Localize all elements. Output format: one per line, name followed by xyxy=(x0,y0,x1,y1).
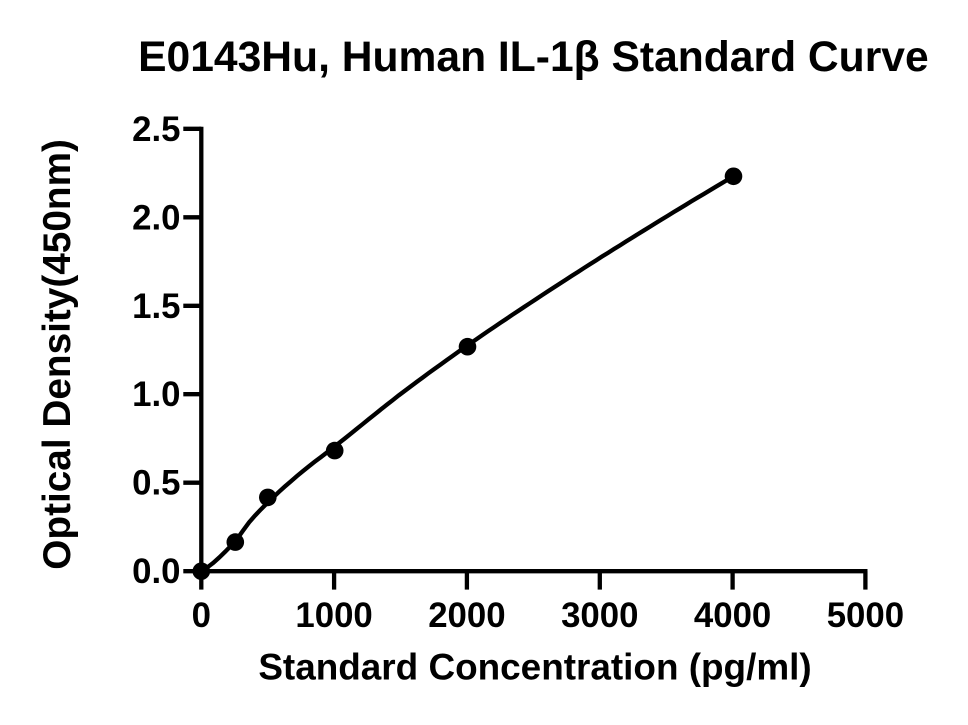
svg-text:0.0: 0.0 xyxy=(132,552,180,591)
svg-text:2.5: 2.5 xyxy=(132,110,180,149)
svg-text:2.0: 2.0 xyxy=(132,198,180,237)
svg-text:2000: 2000 xyxy=(428,596,505,635)
svg-text:0.5: 0.5 xyxy=(132,464,180,503)
svg-text:0: 0 xyxy=(192,596,211,635)
svg-text:3000: 3000 xyxy=(561,596,638,635)
svg-text:1.5: 1.5 xyxy=(132,287,180,326)
svg-text:Standard Concentration (pg/ml): Standard Concentration (pg/ml) xyxy=(258,646,811,687)
svg-text:1000: 1000 xyxy=(295,596,372,635)
svg-text:5000: 5000 xyxy=(827,596,904,635)
svg-text:E0143Hu, Human IL-1β Standard: E0143Hu, Human IL-1β Standard Curve xyxy=(138,33,929,81)
svg-text:4000: 4000 xyxy=(694,596,771,635)
svg-text:Optical Density(450nm): Optical Density(450nm) xyxy=(36,139,79,570)
svg-text:1.0: 1.0 xyxy=(132,375,180,414)
